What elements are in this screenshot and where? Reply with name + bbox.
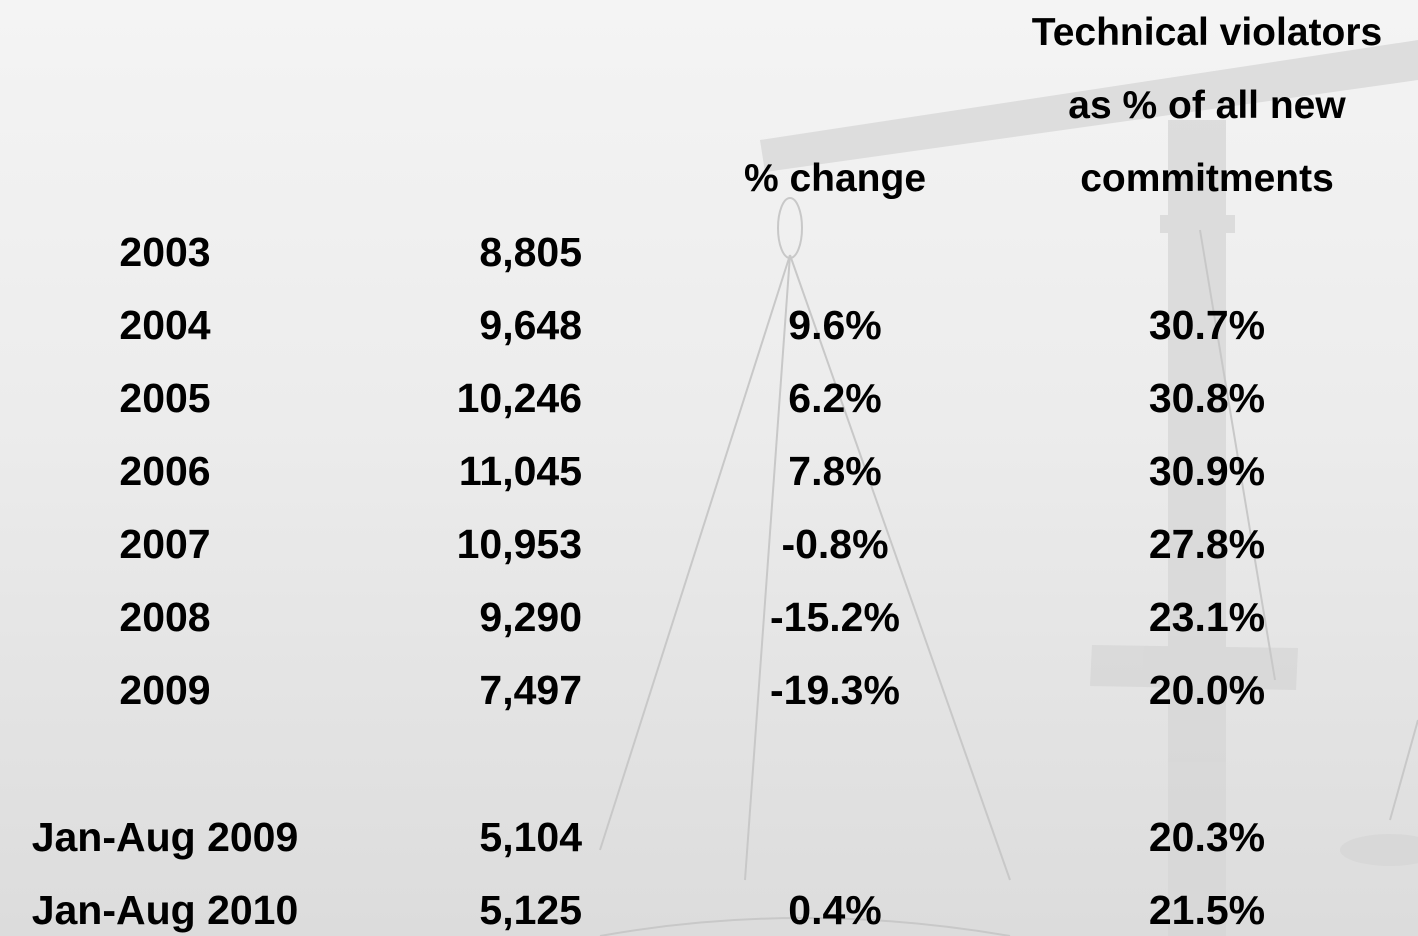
period: Jan-Aug 2009 — [15, 812, 315, 862]
column-header: commitments — [1000, 154, 1414, 204]
percent-change: -15.2% — [705, 592, 965, 642]
period: 2005 — [15, 373, 315, 423]
count: 5,125 — [380, 885, 582, 935]
technical-violators-percent: 20.0% — [1000, 665, 1414, 715]
percent-change: -0.8% — [705, 519, 965, 569]
count: 5,104 — [380, 812, 582, 862]
column-header: as % of all new — [1000, 81, 1414, 131]
technical-violators-percent: 27.8% — [1000, 519, 1414, 569]
technical-violators-percent: 30.8% — [1000, 373, 1414, 423]
technical-violators-percent: 23.1% — [1000, 592, 1414, 642]
percent-change: 6.2% — [705, 373, 965, 423]
column-header: Technical violators — [1000, 8, 1414, 58]
slide: % change Technical violators as % of all n… — [0, 0, 1418, 936]
period: 2008 — [15, 592, 315, 642]
count: 7,497 — [380, 665, 582, 715]
period: 2009 — [15, 665, 315, 715]
percent-change: 0.4% — [705, 885, 965, 935]
count: 8,805 — [380, 227, 582, 277]
count: 10,246 — [380, 373, 582, 423]
column-header: % change — [705, 154, 965, 204]
period: 2007 — [15, 519, 315, 569]
percent-change: 9.6% — [705, 300, 965, 350]
count: 11,045 — [380, 446, 582, 496]
period: Jan-Aug 2010 — [15, 885, 315, 935]
count: 9,290 — [380, 592, 582, 642]
percent-change: 7.8% — [705, 446, 965, 496]
technical-violators-percent: 30.7% — [1000, 300, 1414, 350]
count: 10,953 — [380, 519, 582, 569]
technical-violators-percent: 21.5% — [1000, 885, 1414, 935]
period: 2003 — [15, 227, 315, 277]
period: 2006 — [15, 446, 315, 496]
period: 2004 — [15, 300, 315, 350]
percent-change: -19.3% — [705, 665, 965, 715]
technical-violators-percent: 30.9% — [1000, 446, 1414, 496]
count: 9,648 — [380, 300, 582, 350]
technical-violators-percent: 20.3% — [1000, 812, 1414, 862]
